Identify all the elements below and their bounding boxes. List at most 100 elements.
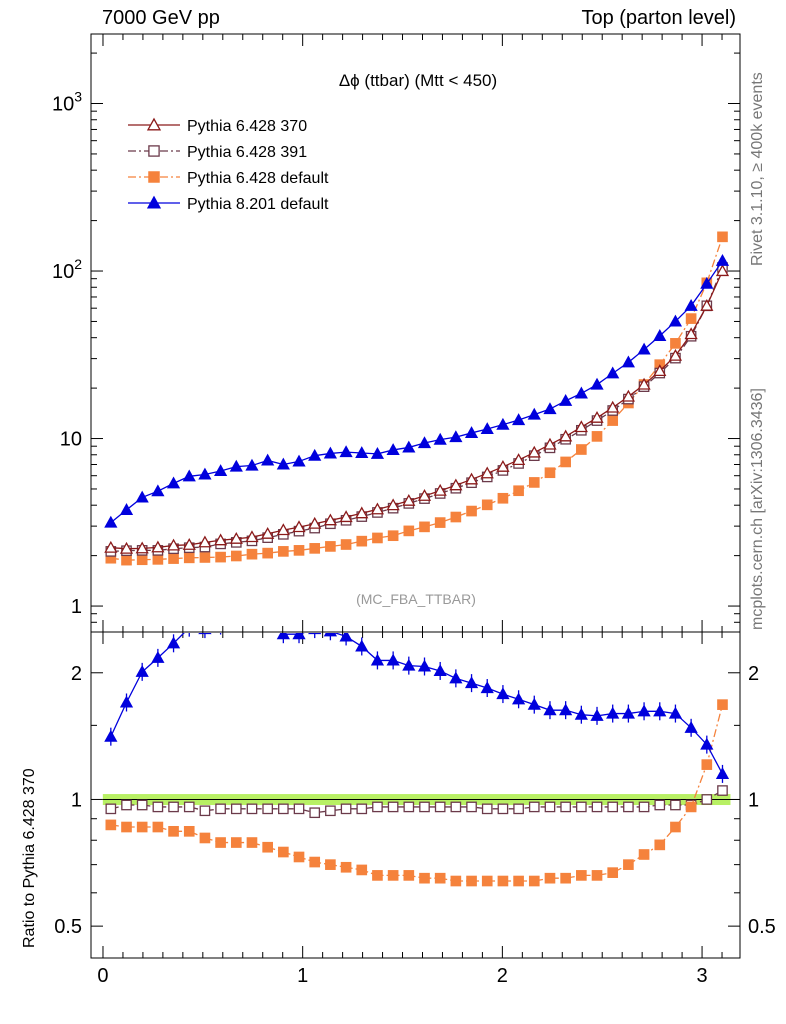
ratio-data-point xyxy=(419,872,430,884)
ratio-data-point xyxy=(591,870,603,881)
data-point xyxy=(480,466,494,479)
ratio-data-point xyxy=(653,704,667,717)
y-tick-label: 102 xyxy=(52,256,82,283)
ratio-data-point xyxy=(152,821,164,833)
analysis-watermark: (MC_FBA_TTBAR) xyxy=(356,591,476,607)
ratio-data-point xyxy=(623,859,634,870)
data-point xyxy=(700,298,714,311)
data-point xyxy=(135,490,149,503)
data-point xyxy=(245,530,259,543)
ratio-data-point xyxy=(638,849,650,860)
ratio-data-point xyxy=(323,633,337,637)
ratio-y-tick-label: 2 xyxy=(71,663,82,685)
ratio-data-point xyxy=(715,767,730,779)
legend-marker xyxy=(146,117,162,131)
data-point xyxy=(715,264,730,277)
data-point xyxy=(560,456,571,468)
ratio-data-point xyxy=(308,633,322,635)
series-line xyxy=(110,270,724,550)
data-point xyxy=(670,338,681,349)
ratio-data-point xyxy=(183,825,195,837)
data-point xyxy=(198,467,212,480)
ratio-data-point xyxy=(513,803,524,815)
data-point xyxy=(513,485,524,497)
header-energy-label: 7000 GeV pp xyxy=(102,7,220,29)
ratio-data-point xyxy=(481,875,493,887)
data-point xyxy=(386,443,400,455)
data-point xyxy=(213,464,228,477)
ratio-data-point xyxy=(136,821,148,833)
ratio-data-point xyxy=(544,801,556,813)
data-point xyxy=(119,503,134,515)
ratio-data-point xyxy=(372,801,383,813)
ratio-data-point xyxy=(215,803,226,815)
data-point xyxy=(717,231,728,243)
x-tick-label: 3 xyxy=(696,965,707,987)
ratio-y-tick-label-right: 2 xyxy=(748,663,759,685)
data-point xyxy=(292,454,306,467)
ratio-data-point xyxy=(356,803,368,815)
data-point xyxy=(245,458,259,471)
data-point xyxy=(511,413,526,426)
ratio-data-point xyxy=(403,870,415,881)
ratio-data-point xyxy=(246,803,258,815)
ratio-data-point xyxy=(230,837,242,848)
ratio-data-point xyxy=(670,821,681,833)
legend-label: Pythia 6.428 default xyxy=(187,170,329,187)
ratio-data-point xyxy=(262,610,273,620)
ratio-data-point xyxy=(701,794,713,805)
ratio-data-point xyxy=(496,687,510,700)
data-point xyxy=(370,502,385,515)
ratio-data-point xyxy=(387,801,399,813)
data-point xyxy=(434,517,446,528)
ratio-y-tick-label: 0.5 xyxy=(54,916,82,938)
data-point xyxy=(668,348,683,361)
data-point xyxy=(496,417,510,430)
ratio-data-point xyxy=(607,867,619,878)
ratio-axis-label: Ratio to Pythia 6.428 370 xyxy=(21,768,38,948)
data-point xyxy=(574,386,588,399)
data-point xyxy=(591,431,603,442)
data-point xyxy=(653,364,667,377)
ratio-data-point xyxy=(591,801,603,813)
data-point xyxy=(684,327,698,340)
ratio-data-point xyxy=(528,875,540,887)
ratio-data-point xyxy=(717,699,728,710)
ratio-data-point xyxy=(292,633,306,640)
ratio-data-point xyxy=(419,801,430,813)
ratio-data-point xyxy=(607,801,619,813)
data-point xyxy=(419,521,430,533)
data-point xyxy=(621,355,635,368)
data-point xyxy=(387,530,399,542)
ratio-data-point xyxy=(325,859,336,870)
data-point xyxy=(576,444,587,455)
data-point xyxy=(276,523,290,536)
series-line xyxy=(110,260,724,524)
data-point xyxy=(168,553,179,564)
ratio-y-tick-label: 1 xyxy=(71,789,82,811)
ratio-series-clipped xyxy=(104,610,730,887)
legend-label: Pythia 6.428 370 xyxy=(187,118,307,135)
data-point xyxy=(403,525,415,537)
ratio-data-point xyxy=(574,707,588,720)
data-point xyxy=(527,407,541,420)
data-point xyxy=(417,488,432,501)
x-tick-label: 2 xyxy=(497,965,508,987)
ratio-data-point xyxy=(246,614,257,624)
ratio-data-point xyxy=(104,729,118,742)
data-point xyxy=(355,506,369,519)
data-point xyxy=(246,548,258,560)
ratio-data-point xyxy=(121,799,132,811)
data-point xyxy=(386,498,400,511)
data-point xyxy=(229,459,243,472)
data-point xyxy=(356,535,368,547)
ratio-data-point xyxy=(199,805,211,817)
ratio-data-point xyxy=(450,801,462,813)
ratio-data-point xyxy=(293,851,305,863)
data-point xyxy=(151,484,165,497)
data-point xyxy=(370,447,385,459)
data-point xyxy=(466,505,477,517)
data-point xyxy=(339,510,353,523)
ratio-data-point xyxy=(166,636,181,649)
